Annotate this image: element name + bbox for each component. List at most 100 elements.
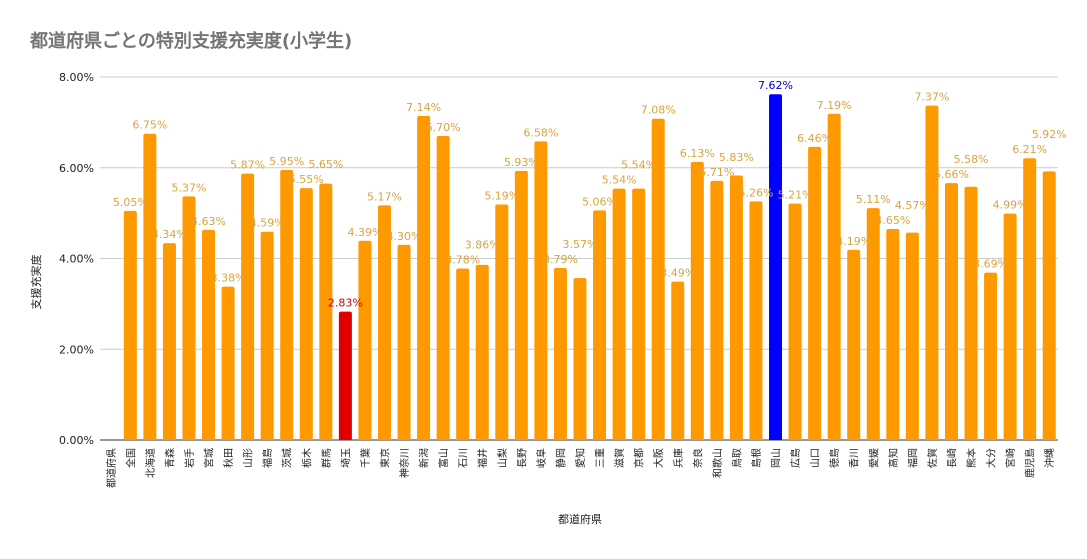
data-label: 4.34% [152,228,187,241]
bar-山口 [808,146,822,440]
bar-佐賀 [925,105,939,441]
data-label: 5.87% [230,159,265,172]
data-label: 5.93% [504,156,539,169]
data-label: 7.14% [406,101,441,114]
data-label: 4.57% [895,199,930,212]
data-label: 5.54% [621,159,656,172]
y-tick-label: 2.00% [59,343,94,356]
x-tick-label: 熊本 [965,448,978,468]
x-tick-label: 長野 [516,448,528,468]
data-label: 5.92% [1032,128,1067,141]
data-label: 7.19% [817,99,852,112]
data-label: 4.19% [836,235,871,248]
x-tick-label: 高知 [887,448,900,468]
bar-静岡 [553,268,567,440]
x-tick-label: 東京 [378,448,391,468]
x-tick-label: 茨城 [281,448,294,468]
bar-熊本 [964,186,978,440]
data-label: 5.17% [367,190,402,203]
x-tick-label: 岡山 [771,448,783,468]
x-axis-label: 都道府県 [558,512,602,526]
bar-長崎 [944,183,958,441]
bar-栃木 [299,188,313,440]
y-tick-label: 8.00% [59,71,94,84]
x-tick-label: 香川 [849,448,861,468]
data-label: 5.06% [582,195,617,208]
bar-神奈川 [397,244,411,440]
x-tick-label: 福島 [261,448,274,468]
x-tick-label: 宮崎 [1004,448,1017,468]
x-tick-label: 愛媛 [867,448,880,468]
bar-東京 [377,205,391,440]
data-label: 3.69% [973,258,1008,271]
data-label: 2.83% [328,297,363,310]
x-tick-label: 山口 [810,448,822,468]
data-label: 3.79% [543,253,578,266]
data-label: 6.21% [1012,143,1047,156]
x-tick-label: 栃木 [300,448,313,468]
data-label: 4.30% [387,230,422,243]
bar-愛知 [573,278,587,440]
bar-岐阜 [534,141,548,440]
x-tick-label: 兵庫 [672,448,685,468]
x-tick-label: 奈良 [691,448,704,468]
data-label: 3.49% [660,267,695,280]
x-tick-label: 都道府県 [105,448,118,488]
bar-山梨 [495,204,509,440]
bar-和歌山 [710,180,724,440]
bar-大阪 [651,118,665,441]
x-tick-label: 佐賀 [927,448,939,468]
data-label: 5.11% [856,193,891,206]
chart-title: 都道府県ごとの特別支援充実度(小学生) [29,30,352,52]
data-label: 6.70% [426,121,461,134]
data-label: 3.78% [445,253,480,266]
bar-宮崎 [1003,213,1017,440]
data-label: 3.38% [211,272,246,285]
data-label: 5.65% [308,158,343,171]
x-tick-label: 沖縄 [1043,448,1056,468]
x-tick-label: 愛知 [574,448,587,468]
bar-鹿児島 [1023,158,1037,440]
bar-新潟 [417,116,431,441]
bar-石川 [456,268,470,440]
data-label: 4.65% [875,214,910,227]
data-label: 7.37% [914,91,949,104]
data-label: 5.83% [719,151,754,164]
bar-茨城 [280,170,294,441]
data-label: 3.57% [563,238,598,251]
bar-兵庫 [671,281,685,440]
bar-岡山 [769,94,783,441]
x-tick-label: 群馬 [320,448,333,468]
x-tick-label: 富山 [437,448,450,468]
x-tick-label: 広島 [789,448,802,468]
x-tick-label: 徳島 [828,448,841,468]
bar-群馬 [319,183,333,440]
bar-鳥取 [729,175,743,440]
x-tick-label: 大阪 [652,448,665,468]
y-tick-label: 6.00% [59,162,94,175]
y-axis-label: 支援充実度 [29,255,43,310]
data-label: 5.66% [934,168,969,181]
bar-京都 [632,188,646,440]
y-tick-label: 0.00% [59,434,94,447]
bar-広島 [788,203,802,440]
bar-長野 [514,170,528,440]
data-label: 7.08% [641,104,676,117]
data-label: 4.63% [191,215,226,228]
y-tick-label: 4.00% [59,253,94,266]
data-label: 4.59% [250,217,285,230]
x-tick-label: 神奈川 [398,448,411,478]
x-tick-label: 新潟 [418,448,431,468]
data-label: 6.13% [680,147,715,160]
bar-福岡 [905,232,919,440]
data-label: 4.39% [347,226,382,239]
x-tick-label: 島根 [750,448,763,468]
data-label: 5.26% [738,186,773,199]
x-tick-label: 秋田 [222,448,235,468]
data-label: 5.19% [484,190,519,203]
bar-滋賀 [612,188,626,440]
data-label: 5.55% [289,173,324,186]
x-tick-label: 静岡 [554,448,567,468]
x-tick-label: 北海道 [144,448,157,478]
